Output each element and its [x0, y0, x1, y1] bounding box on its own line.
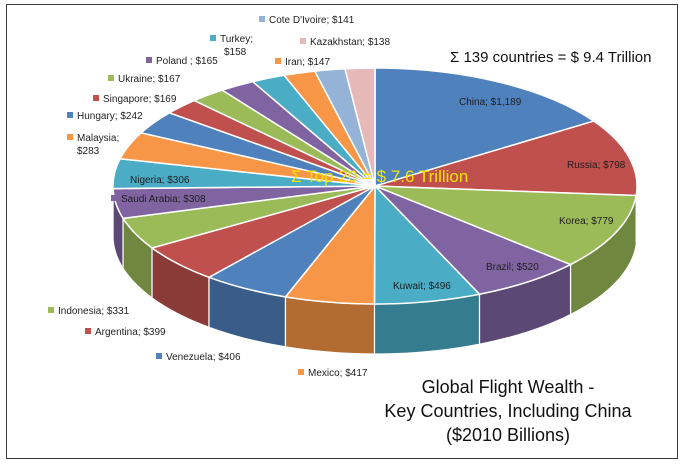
pie-slice-russia: [374, 120, 638, 197]
slice-label-ukraine: Ukraine; $167: [108, 74, 181, 85]
label-swatch-poland: [146, 57, 152, 63]
pie-sides: [112, 185, 638, 355]
slice-label-mexico: Mexico; $417: [298, 368, 368, 379]
label-swatch-iran: [275, 58, 281, 64]
total-annotation: Σ 139 countries = $ 9.4 Trillion: [450, 49, 651, 66]
label-swatch-indonesia: [48, 307, 54, 313]
slice-label-hungary: Hungary; $242: [67, 111, 143, 122]
pie-slice-china: [374, 67, 596, 188]
top20-annotation: Σ Top 20 = $ 7.6 Trillion: [291, 167, 468, 186]
slice-label-poland: Poland ; $165: [146, 56, 218, 67]
label-text-venezuela: Venezuela; $406: [166, 352, 241, 363]
label-text-iran: Iran; $147: [285, 57, 330, 68]
caption-line-3: ($2010 Billions): [446, 425, 570, 445]
label-swatch-nigeria: [120, 176, 126, 182]
label-swatch-turkey: [210, 35, 216, 41]
label-text-brazil: Brazil; $520: [486, 262, 539, 273]
label-text-korea: Korea; $779: [559, 216, 614, 227]
label-text-china: China; $1,189: [459, 97, 522, 108]
slice-label-argentina: Argentina; $399: [85, 327, 166, 338]
label-swatch-brazil: [476, 263, 482, 269]
label-swatch-singapore: [93, 95, 99, 101]
slice-label-korea: Korea; $779: [549, 216, 614, 227]
label-text-russia: Russia; $798: [567, 160, 626, 171]
label-swatch-cote-d-ivoire: [259, 16, 265, 22]
slice-label-russia: Russia; $798: [557, 160, 626, 171]
label-text-mexico: Mexico; $417: [308, 368, 368, 379]
label-text-kuwait: Kuwait; $496: [393, 281, 451, 292]
slice-label-turkey: Turkey; $158: [210, 34, 253, 58]
slice-label-saudi-arabia: Saudi Arabia; $308: [111, 194, 206, 205]
label-text-poland: Poland ; $165: [156, 56, 218, 67]
pie-slice-kazakhstan: [344, 67, 376, 187]
slice-labels: China; $1,189 Russia; $798 Korea; $779 Braz…: [48, 15, 626, 379]
slice-label-brazil: Brazil; $520: [476, 262, 539, 273]
label-swatch-korea: [549, 217, 555, 223]
label-text-singapore: Singapore; $169: [103, 94, 177, 105]
label-text-ukraine: Ukraine; $167: [118, 74, 181, 85]
label-text-argentina: Argentina; $399: [95, 327, 166, 338]
caption-line-1: Global Flight Wealth -: [422, 377, 595, 397]
label-text-turkey: Turkey; $158: [220, 34, 253, 58]
pie-slices: [112, 67, 638, 305]
label-swatch-saudi-arabia: [111, 195, 117, 201]
label-text-cote-d-ivoire: Cote D'Ivoire; $141: [269, 15, 355, 26]
pie-slice-brazil: [374, 185, 573, 296]
label-swatch-russia: [557, 161, 563, 167]
label-swatch-hungary: [67, 112, 73, 118]
pie-slice-korea: [374, 185, 638, 266]
caption-line-2: Key Countries, Including China: [384, 401, 632, 421]
label-text-malaysia: Malaysia; $283: [77, 133, 119, 157]
label-text-nigeria: Nigeria; $306: [130, 175, 190, 186]
pie-slice-kuwait: [373, 184, 481, 305]
slice-label-kuwait: Kuwait; $496: [383, 281, 451, 292]
label-text-hungary: Hungary; $242: [77, 111, 143, 122]
label-swatch-kazakhstan: [300, 38, 306, 44]
label-swatch-kuwait: [383, 282, 389, 288]
label-text-saudi-arabia: Saudi Arabia; $308: [121, 194, 206, 205]
chart-caption: Global Flight Wealth - Key Countries, In…: [384, 377, 632, 445]
label-swatch-malaysia: [67, 134, 73, 140]
label-swatch-china: [449, 98, 455, 104]
label-swatch-mexico: [298, 369, 304, 375]
slice-label-cote-d-ivoire: Cote D'Ivoire; $141: [259, 15, 355, 26]
label-text-indonesia: Indonesia; $331: [58, 306, 130, 317]
slice-label-china: China; $1,189: [449, 97, 522, 108]
label-swatch-argentina: [85, 328, 91, 334]
slice-label-malaysia: Malaysia; $283: [67, 133, 119, 157]
slice-label-venezuela: Venezuela; $406: [156, 352, 241, 363]
slice-label-singapore: Singapore; $169: [93, 94, 177, 105]
label-swatch-ukraine: [108, 75, 114, 81]
slice-label-nigeria: Nigeria; $306: [120, 175, 190, 186]
slice-label-indonesia: Indonesia; $331: [48, 306, 130, 317]
slice-label-iran: Iran; $147: [275, 57, 330, 68]
label-text-kazakhstan: Kazakhstan; $138: [310, 37, 390, 48]
slice-label-kazakhstan: Kazakhstan; $138: [300, 37, 390, 48]
pie-side-mexico: [284, 296, 376, 355]
label-swatch-venezuela: [156, 353, 162, 359]
